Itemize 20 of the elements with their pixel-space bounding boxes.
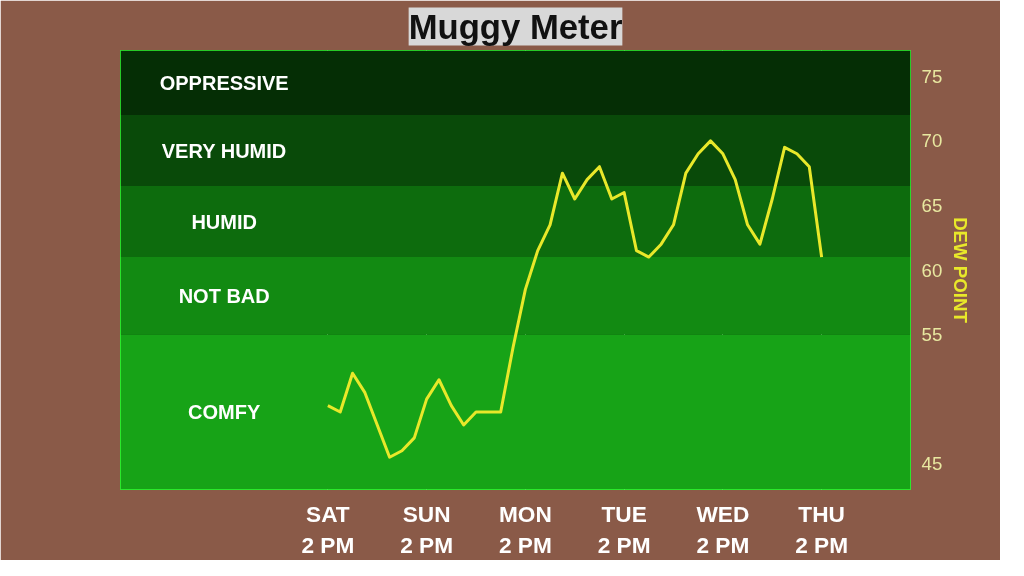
y-tick-label: 70 [921, 130, 943, 152]
y-axis-title: DEW POINT [950, 217, 972, 324]
x-tick-label: WED 2 PM [696, 500, 750, 558]
y-tick-label: 75 [921, 65, 943, 87]
y-tick-label: 45 [921, 453, 943, 475]
band-label: VERY HUMID [161, 139, 287, 162]
x-tick-label: SUN 2 PM [400, 500, 454, 558]
y-tick-label: 65 [921, 194, 943, 216]
y-tick-label: 55 [921, 324, 943, 346]
chart-title: Muggy Meter [408, 7, 623, 46]
band-label: HUMID [191, 210, 257, 233]
x-tick-label: MON 2 PM [498, 500, 552, 558]
band-label: COMFY [188, 401, 261, 424]
y-tick-label: 60 [921, 259, 943, 281]
band-label: NOT BAD [178, 284, 270, 307]
x-tick-label: TUE 2 PM [597, 500, 651, 558]
band-label: OPPRESSIVE [159, 71, 289, 94]
x-tick-label: SAT 2 PM [301, 500, 355, 558]
x-tick-label: THU 2 PM [795, 500, 849, 558]
line-series [326, 139, 824, 459]
